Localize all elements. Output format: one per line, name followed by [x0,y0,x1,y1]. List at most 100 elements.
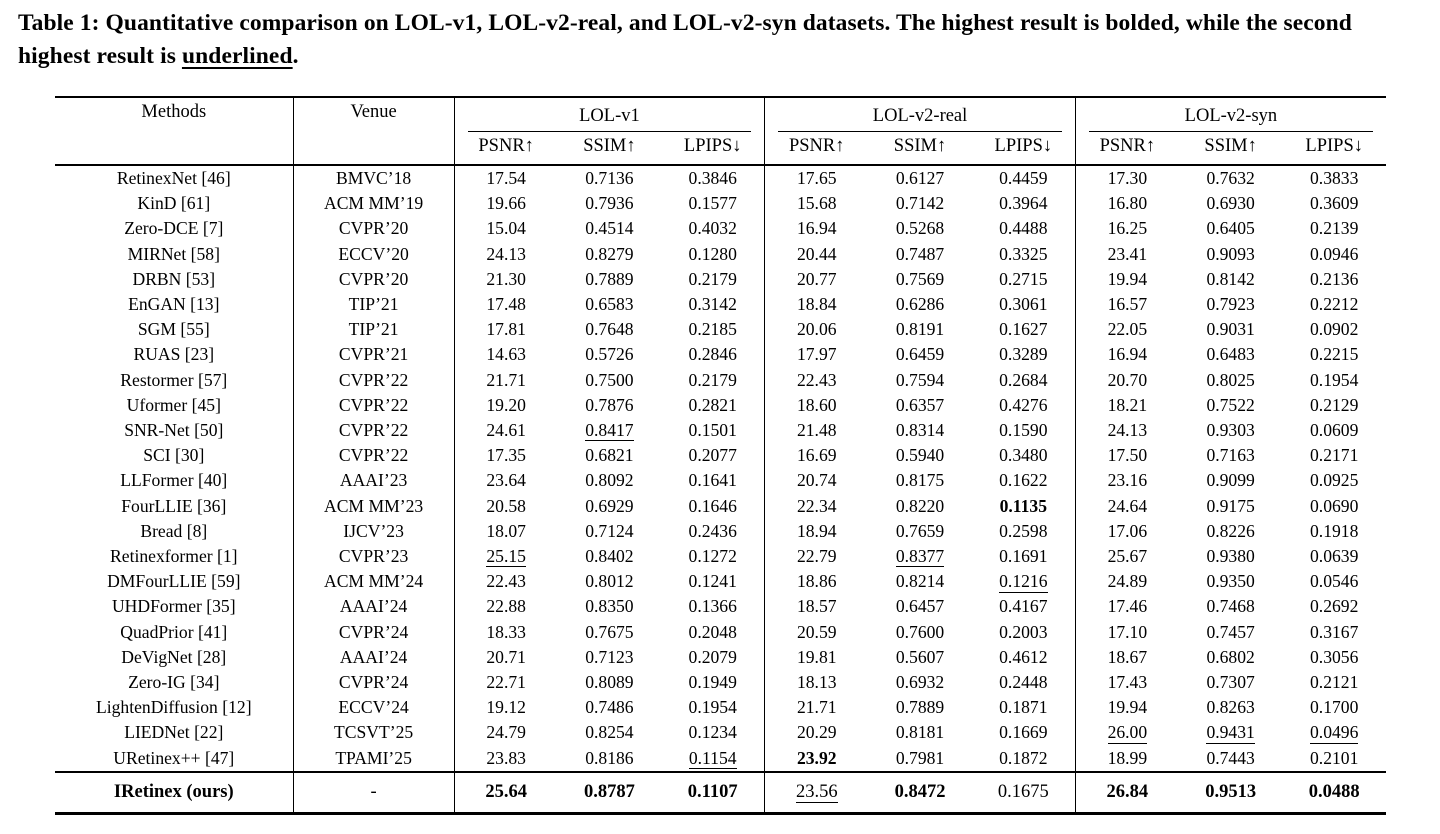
metric-cell: 23.56 [795,781,838,804]
metric-cell: 0.8012 [585,571,634,592]
results-table: Methods Venue LOL-v1 LOL-v2-real LOL-v2-… [55,96,1386,816]
metric-cell: 0.2129 [1310,394,1359,415]
ssim-header: SSIM↑ [1204,136,1257,156]
metric-cell: 0.7142 [895,193,945,214]
metric-cell: 17.06 [1107,520,1148,541]
group-header-lol-v2-syn: LOL-v2-syn [1075,97,1386,134]
metric-cell: 21.48 [796,420,837,441]
venue-cell: CVPR’24 [293,619,455,645]
metric-cell: 0.2003 [971,619,1076,645]
table-row: QuadPrior [41] CVPR’24 18.33 0.7675 0.2048 20… [55,619,1386,645]
venue-cell: ECCV’24 [293,695,455,721]
metric-header-row: PSNR↑ SSIM↑ LPIPS↓ PSNR↑ SSIM↑ LPIPS↓ PS… [55,134,1386,165]
venue-cell: IJCV’23 [293,518,455,545]
metric-cell: 23.83 [486,747,526,768]
metric-cell: 0.2139 [1310,218,1359,239]
metric-cell: 0.1622 [971,468,1076,494]
method-cell: RUAS [23] [55,342,294,368]
metric-cell: 18.57 [796,596,837,617]
metric-cell: 0.7659 [895,520,945,541]
metric-cell: 17.50 [1107,445,1148,466]
metric-cell: 21.71 [486,369,526,390]
group-header-lol-v1: LOL-v1 [454,97,766,134]
metric-cell: 24.89 [1107,571,1148,592]
group-header-row: Methods Venue LOL-v1 LOL-v2-real LOL-v2-… [55,97,1386,165]
metric-cell: 0.0546 [1310,571,1359,592]
venue-column-header: Venue [293,97,455,165]
metric-cell: 0.7632 [1206,168,1255,188]
metric-cell: 0.7889 [585,268,634,289]
lpips-header: LPIPS↓ [971,134,1076,165]
metric-cell: 25.67 [1107,546,1148,567]
metric-cell: 0.6457 [895,596,945,617]
metric-cell: 25.15 [454,544,558,569]
metric-cell: 0.8025 [1206,369,1255,390]
metric-cell: 20.44 [796,243,837,264]
metric-cell: 0.2121 [1310,672,1359,693]
metric-cell: 0.2692 [1310,596,1359,617]
metric-cell: 0.1918 [1310,520,1359,541]
method-cell: RetinexNet [46] [55,165,294,192]
psnr-header: PSNR↑ [1099,136,1156,156]
metric-cell: 0.1154 [661,745,766,772]
metric-cell: 0.0902 [1310,319,1359,340]
metric-cell: 0.1234 [661,720,766,746]
metric-cell: 0.1272 [661,544,766,570]
table-row: DMFourLLIE [59] ACM MM’24 22.43 0.8012 0.124… [55,569,1386,595]
metric-cell: 23.92 [796,747,837,768]
metric-cell: 0.3833 [1310,168,1359,188]
metric-cell: 0.2212 [1310,294,1359,315]
psnr-header: PSNR↑ [478,136,534,156]
metric-cell: 21.30 [486,268,526,289]
metric-cell: 19.66 [486,193,526,214]
caption-underlined-word: underlined [181,43,293,69]
metric-cell: 14.63 [486,344,526,365]
underlined-value: 0.1154 [688,747,737,770]
metric-cell: 19.12 [486,697,526,718]
metric-cell: 0.1366 [661,594,766,620]
venue-cell: CVPR’22 [293,443,455,469]
venue-cell: AAAI’24 [293,644,455,671]
method-cell: Zero-DCE [7] [55,216,294,242]
metric-cell: 0.8350 [585,596,634,617]
metric-cell: 0.7936 [585,193,634,214]
metric-cell: 0.7889 [895,697,945,718]
table-row: RUAS [23] CVPR’21 14.63 0.5726 0.2846 17.97 0.… [55,342,1386,368]
metric-cell: 0.2136 [1310,268,1359,289]
table-body: RetinexNet [46] BMVC’18 17.54 0.7136 0.3846 1… [55,165,1386,772]
metric-cell: 17.54 [486,168,526,188]
metric-cell: 0.8186 [585,747,634,768]
metric-cell: 0.8214 [895,571,945,592]
method-cell: QuadPrior [41] [55,619,294,645]
table-row: LightenDiffusion [12] ECCV’24 19.12 0.7486 0… [55,695,1386,721]
metric-cell: 0.6459 [895,344,945,365]
underlined-value: 0.0496 [1310,722,1359,744]
metric-cell: 0.1641 [661,468,766,494]
metric-cell: 16.94 [1107,344,1148,365]
metric-cell: 0.8226 [1206,520,1255,541]
table-row: FourLLIE [36] ACM MM’23 20.58 0.6929 0.1646 2… [55,493,1386,519]
metric-cell: 22.43 [486,571,526,592]
metric-cell: 0.1280 [661,241,766,267]
metric-cell: 0.8092 [585,470,634,491]
metric-cell: 18.99 [1107,747,1148,768]
lpips-header: LPIPS↓ [661,134,766,165]
metric-cell: 0.6127 [895,168,945,188]
metric-cell: 0.8417 [558,418,662,443]
metric-cell: 20.77 [796,268,837,289]
metric-cell: 0.0488 [1308,782,1360,803]
metric-cell: 0.9513 [1205,782,1257,803]
metric-cell: 0.3480 [971,443,1076,469]
table-footer: IRetinex (ours) - 25.64 0.8787 0.1107 23… [55,771,1386,814]
metric-cell: 20.59 [796,621,837,642]
metric-cell: 19.94 [1107,697,1148,718]
metric-cell: 0.1590 [971,418,1076,444]
metric-cell: 18.21 [1107,394,1148,415]
metric-cell: 24.61 [486,420,526,441]
ssim-header: SSIM↑ [893,136,947,156]
caption-prefix: Table 1: [18,10,106,36]
table-caption: Table 1: Quantitative comparison on LOL-… [18,7,1424,73]
table-header: Methods Venue LOL-v1 LOL-v2-real LOL-v2-… [55,97,1386,165]
metric-cell: 0.7307 [1206,672,1255,693]
metric-cell: 0.7486 [585,697,634,718]
